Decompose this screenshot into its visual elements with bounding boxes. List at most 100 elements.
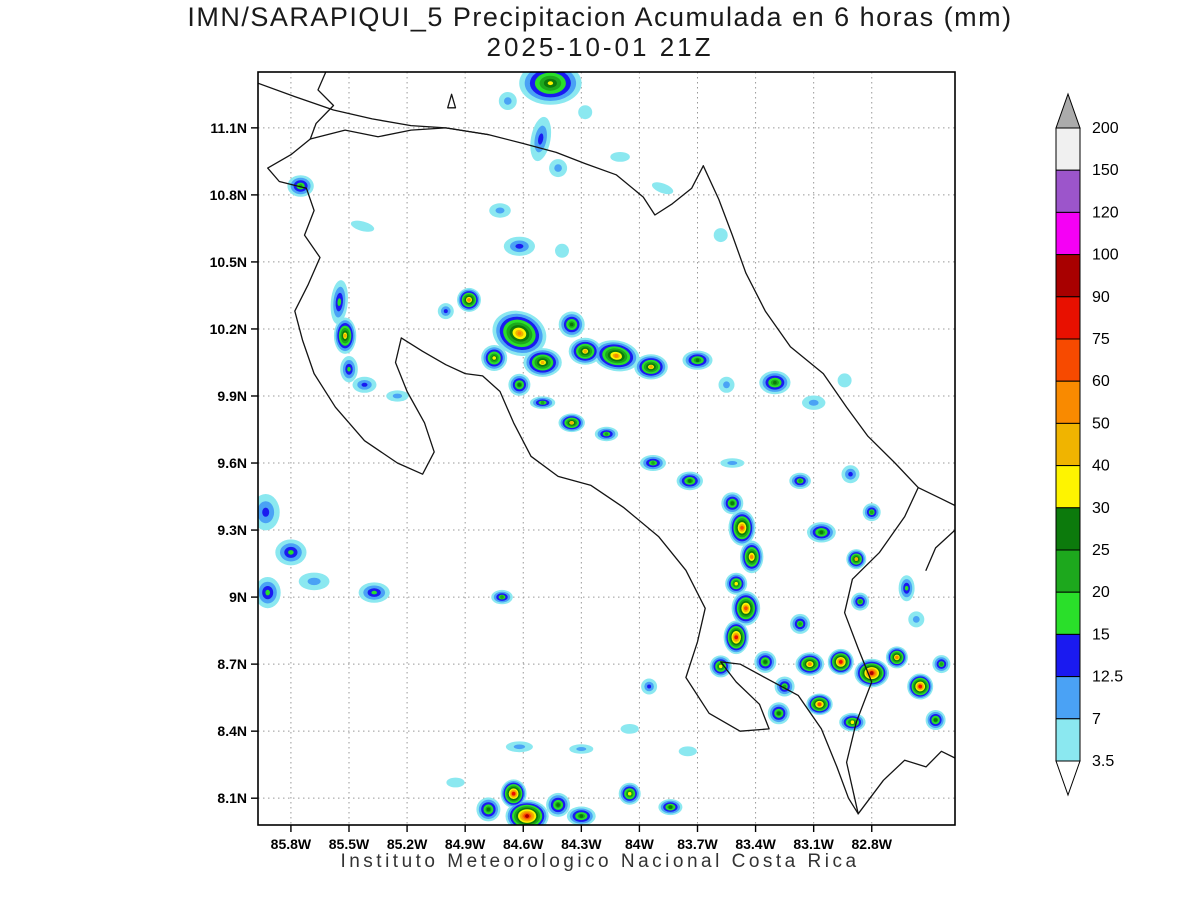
chart-subtitle-datetime: 2025-10-01 21Z	[486, 32, 714, 63]
lat-tick-label: 8.7N	[217, 656, 247, 672]
lat-tick-label: 9.3N	[217, 522, 247, 538]
colorbar-bottom-arrow	[1055, 760, 1081, 797]
precip-contour	[578, 105, 593, 120]
lon-tick-label: 84.3W	[561, 836, 602, 852]
colorbar-tick-label: 60	[1092, 373, 1110, 390]
precip-contour	[848, 471, 853, 477]
precip-contour	[556, 803, 560, 807]
colorbar-segment	[1055, 633, 1081, 678]
precip-contour	[678, 746, 697, 757]
colorbar-segment	[1055, 591, 1081, 635]
coastline	[309, 127, 704, 216]
colorbar-tick-label: 3.5	[1092, 753, 1114, 770]
colorbar-top-arrow	[1055, 92, 1081, 129]
colorbar-segment	[1055, 169, 1081, 213]
coastline	[309, 72, 335, 140]
colorbar-tick-label: 12.5	[1092, 669, 1123, 686]
chart-title-block: IMN/SARAPIQUI_5 Precipitacion Acumulada …	[0, 2, 1200, 63]
precip-contour	[569, 322, 574, 327]
lon-tick-label: 82.8W	[852, 836, 893, 852]
precip-contour	[651, 461, 655, 465]
precip-contour	[446, 777, 465, 788]
coastlines	[258, 72, 955, 815]
precip-contour	[734, 581, 738, 586]
lon-tick-label: 84.6W	[503, 836, 544, 852]
lat-tick-label: 10.5N	[210, 254, 247, 270]
colorbar-tick-label: 75	[1092, 331, 1110, 348]
lat-axis: 11.1N 10.8N 10.5N 10.2N 9.9N 9.6N 9.3N 9N 8.7N 8.…	[210, 120, 258, 806]
precip-contour	[307, 577, 321, 586]
precip-contour	[392, 393, 403, 399]
precip-contour	[718, 664, 723, 669]
precip-contour	[620, 724, 639, 734]
colorbar-segment	[1055, 296, 1081, 340]
precip-contour	[576, 747, 587, 751]
colorbar-segment	[1055, 254, 1081, 298]
coastline	[258, 82, 490, 136]
colorbar-segment	[1055, 127, 1081, 171]
colorbar-tick-label: 100	[1092, 247, 1119, 264]
precip-contour	[513, 744, 526, 750]
colorbar-segment	[1055, 380, 1081, 424]
precip-contour	[819, 530, 824, 535]
precip-contour	[817, 702, 822, 707]
precip-contour	[730, 501, 735, 506]
colorbar-segment	[1055, 549, 1081, 593]
precip-contour	[361, 382, 368, 387]
lon-tick-label: 85.8W	[271, 836, 312, 852]
precip-contour	[337, 298, 342, 306]
precip-contour	[723, 381, 730, 389]
precip-contour	[647, 684, 652, 689]
precip-contour	[858, 599, 862, 604]
precipitation-map-canvas: 11.1N 10.8N 10.5N 10.2N 9.9N 9.6N 9.3N 9N 8.7N 8.…	[210, 71, 956, 852]
precip-contour	[555, 243, 569, 258]
precip-contour	[869, 510, 874, 514]
map-frame	[257, 71, 956, 826]
lon-tick-label: 85.5W	[329, 836, 370, 852]
precip-contour	[517, 331, 522, 336]
precip-contour	[744, 606, 748, 611]
precip-contour	[554, 164, 562, 172]
colorbar-labels: 200 150 120 100 90 75 60 50 40 30 25 20 15 12.5 7 3.5	[1092, 120, 1123, 770]
precip-contour	[540, 360, 545, 365]
lon-axis: 85.8W 85.5W 85.2W 84.9W 84.6W 84.3W 84W 83.7W 83…	[271, 825, 893, 852]
colorbar-tick-label: 15	[1092, 626, 1110, 643]
precip-contour	[583, 349, 587, 354]
coastline	[267, 138, 859, 815]
lat-tick-label: 9.9N	[217, 388, 247, 404]
precip-contour	[371, 590, 377, 595]
colorbar-segment	[1055, 676, 1081, 720]
lon-tick-label: 84.9W	[445, 836, 486, 852]
precip-contour	[808, 399, 819, 406]
grid-lines	[258, 72, 955, 825]
lat-tick-label: 11.1N	[210, 120, 247, 136]
precip-contour	[763, 660, 768, 664]
precip-contour	[839, 660, 843, 664]
precip-contour	[918, 684, 923, 689]
precip-contour	[515, 243, 524, 249]
lon-tick-label: 83.1W	[793, 836, 834, 852]
precip-contour	[500, 595, 504, 599]
precip-contour	[262, 507, 270, 517]
precip-contour	[265, 589, 270, 596]
lat-tick-label: 9N	[229, 589, 247, 605]
precip-contour	[734, 635, 738, 640]
precip-contour	[933, 718, 938, 722]
precip-contour	[895, 655, 899, 660]
precip-contour	[547, 81, 554, 86]
precip-field	[258, 72, 951, 825]
precip-contour	[854, 557, 859, 561]
coastline	[843, 486, 919, 815]
precip-contour	[579, 814, 584, 818]
precip-contour	[540, 400, 545, 405]
coastline	[925, 529, 955, 571]
lon-tick-label: 84W	[625, 836, 655, 852]
colorbar-tick-label: 50	[1092, 415, 1110, 432]
colorbar-tick-label: 40	[1092, 458, 1110, 475]
chart-title: IMN/SARAPIQUI_5 Precipitacion Acumulada …	[187, 2, 1013, 32]
precip-contour	[350, 220, 375, 232]
lon-tick-label: 83.7W	[677, 836, 718, 852]
colorbar-segment	[1055, 507, 1081, 551]
colorbar-tick-label: 150	[1092, 162, 1119, 179]
precip-contour	[850, 720, 855, 724]
